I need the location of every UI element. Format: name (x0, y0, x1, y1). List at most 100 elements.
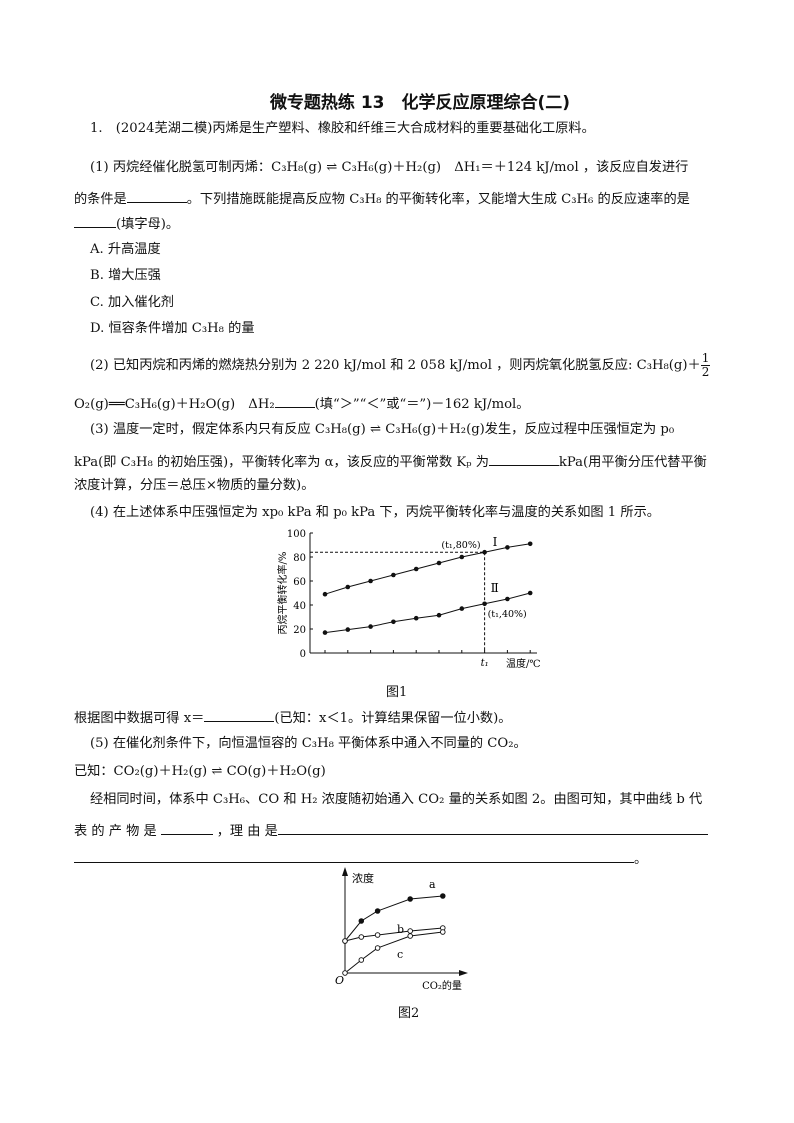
data-point (374, 908, 381, 914)
text: O₂(g)══C₃H₆(g)＋H₂O(g) ΔH₂ (74, 397, 275, 412)
part5-line4: 表 的 产 物 是 ，理 由 是 (74, 820, 708, 841)
part2-line2: O₂(g)══C₃H₆(g)＋H₂O(g) ΔH₂ (填“＞”“＜”或“＝”)－1… (74, 393, 529, 414)
x-axis-label: CO₂的量 (422, 979, 462, 992)
answer-blank[interactable] (160, 820, 213, 835)
annotation: (t₁,80%) (441, 540, 480, 551)
part3-line2: kPa(即 C₃H₈ 的初始压强)，平衡转化率为 α，该反应的平衡常数 Kₚ 为… (74, 451, 707, 472)
data-point (505, 596, 510, 602)
data-point (413, 615, 419, 621)
origin-label: O (335, 974, 344, 987)
text: (2) 已知丙烷和丙烯的燃烧热分别为 2 220 kJ/mol 和 2 058 … (90, 358, 701, 373)
denominator: 2 (701, 365, 710, 379)
part4-line1: (4) 在上述体系中压强恒定为 xp₀ kPa 和 p₀ kPa 下，丙烷平衡转… (90, 505, 660, 520)
data-point (342, 970, 348, 976)
part3-line1: (3) 温度一定时，假定体系内只有反应 C₃H₈(g) ⇌ C₃H₆(g)＋H₂… (90, 422, 675, 437)
y-axis-arrow (342, 867, 348, 876)
option-a: A. 升高温度 (90, 242, 161, 257)
text: (填“＞”“＜”或“＝”)－162 kJ/mol。 (314, 397, 530, 412)
data-point (391, 619, 396, 625)
text: 表 的 产 物 是 (74, 824, 157, 839)
text: (填字母)。 (116, 217, 180, 232)
question-intro: 1. (2024芜湖二模)丙烯是生产塑料、橡胶和纤维三大合成材料的重要基础化工原… (90, 121, 595, 136)
y-tick-label: 0 (300, 649, 306, 660)
text: kPa(即 C₃H₈ 的初始压强)，平衡转化率为 α，该反应的平衡常数 Kₚ 为 (74, 455, 489, 470)
option-b: B. 增大压强 (90, 268, 161, 283)
answer-blank[interactable] (204, 707, 275, 722)
answer-blank[interactable] (126, 188, 187, 203)
data-point (527, 541, 533, 547)
part5-line2: 已知：CO₂(g)＋H₂(g) ⇌ CO(g)＋H₂O(g) (74, 764, 326, 779)
data-point (391, 572, 396, 578)
data-point (527, 590, 533, 596)
figure-2-caption: 图2 (398, 1006, 420, 1021)
answer-blank[interactable] (488, 451, 559, 466)
series-line-2 (324, 592, 531, 634)
data-point (413, 566, 419, 572)
answer-blank[interactable] (274, 393, 315, 408)
figure-2-chart: 浓度 CO₂的量 Oa bc (335, 867, 468, 992)
option-d: D. 恒容条件增加 C₃H₈ 的量 (90, 321, 255, 336)
data-point (407, 928, 413, 934)
part4-line2: 根据图中数据可得 x＝ (已知：x＜1。计算结果保留一位小数)。 (74, 707, 511, 728)
data-point (482, 549, 487, 555)
data-point (345, 584, 351, 590)
answer-blank[interactable] (74, 848, 634, 863)
data-point (358, 918, 365, 924)
figure-1-caption: 图1 (386, 685, 408, 700)
data-point (436, 560, 442, 566)
y-axis-label: 丙烷平衡转化率/% (276, 552, 289, 635)
part1-line3: (填字母)。 (74, 213, 179, 234)
answer-blank[interactable] (74, 213, 116, 228)
curve-label: a (429, 878, 436, 891)
data-point (505, 545, 510, 550)
data-point (322, 591, 328, 597)
curve-label: b (397, 923, 404, 936)
part2-line1: (2) 已知丙烷和丙烯的燃烧热分别为 2 220 kJ/mol 和 2 058 … (90, 351, 711, 379)
text: 根据图中数据可得 x＝ (74, 711, 205, 726)
y-tick-label: 20 (293, 625, 306, 636)
part5-line3: 经相同时间，体系中 C₃H₆、CO 和 H₂ 浓度随初始通入 CO₂ 量的关系如… (90, 792, 703, 807)
x-axis-label: 温度/℃ (506, 657, 541, 670)
part5-line5: 。 (74, 848, 647, 869)
option-c: C. 加入催化剂 (90, 295, 174, 310)
data-point (358, 934, 365, 940)
answer-blank[interactable] (277, 820, 708, 835)
data-point (407, 896, 413, 902)
text: (已知：x＜1。计算结果保留一位小数)。 (274, 711, 512, 726)
text: ，理 由 是 (216, 824, 278, 839)
data-point (482, 601, 487, 607)
y-axis-label: 浓度 (352, 871, 374, 885)
data-point (440, 893, 446, 899)
series-label: Ⅰ (493, 535, 498, 549)
text: 的条件是 (74, 192, 127, 207)
data-point (440, 929, 446, 935)
y-tick-label: 40 (293, 601, 306, 612)
data-point (322, 630, 328, 635)
part1-line2: 的条件是 。下列措施既能提高反应物 C₃H₈ 的平衡转化率，又能增大生成 C₃H₆… (74, 188, 690, 209)
series-line-1 (324, 543, 531, 595)
x-axis-arrow (459, 970, 468, 976)
data-point (368, 624, 373, 629)
numerator: 1 (700, 351, 711, 366)
text: kPa(用平衡分压代替平衡 (558, 455, 707, 470)
data-point (407, 933, 413, 939)
data-point (459, 554, 465, 560)
text: 。 (634, 852, 648, 867)
y-tick-label: 60 (293, 577, 306, 588)
data-point (345, 627, 351, 632)
x-tick-label: t₁ (481, 658, 489, 669)
data-point (368, 578, 373, 584)
series-label: Ⅱ (491, 581, 499, 595)
y-tick-label: 80 (293, 553, 306, 564)
data-point (436, 612, 442, 618)
part1-line1: (1) 丙烷经催化脱氢可制丙烯：C₃H₈(g) ⇌ C₃H₆(g)＋H₂(g) … (90, 160, 689, 175)
annotation: (t₁,40%) (488, 609, 527, 620)
y-tick-label: 100 (287, 529, 306, 540)
data-point (358, 957, 365, 963)
part3-line3: 浓度计算，分压＝总压×物质的量分数)。 (74, 478, 315, 493)
curve-label: c (397, 948, 403, 961)
part5-line1: (5) 在催化剂条件下，向恒温恒容的 C₃H₈ 平衡体系中通入不同量的 CO₂。 (90, 736, 527, 751)
data-point (374, 932, 381, 938)
